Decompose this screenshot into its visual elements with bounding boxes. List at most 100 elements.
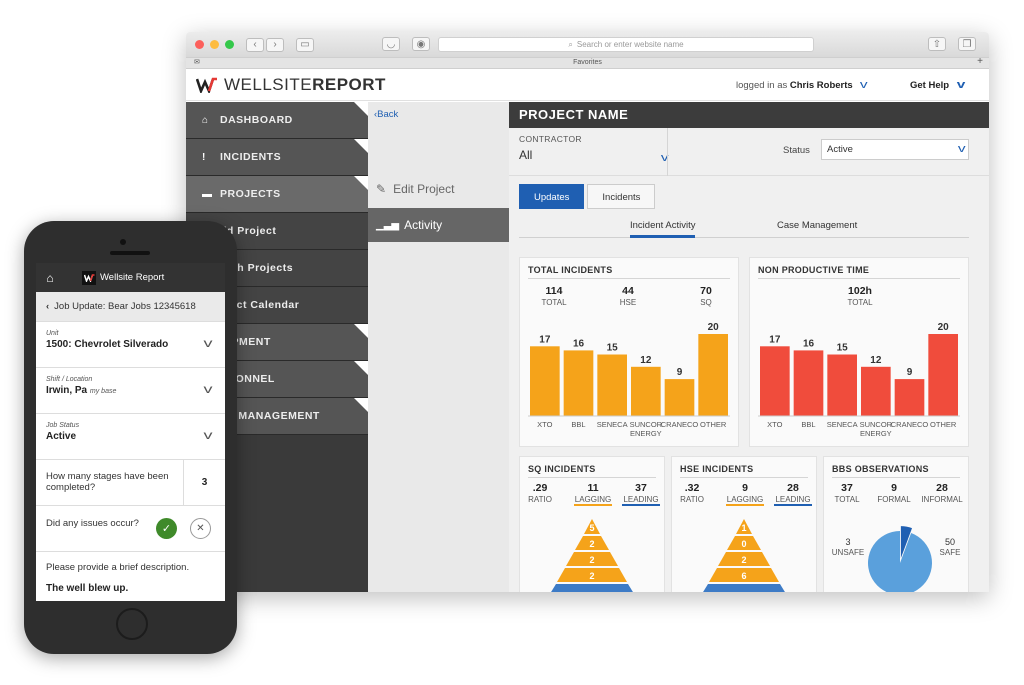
status-select[interactable]: Active v: [821, 139, 969, 160]
stat-value: 37: [841, 482, 853, 494]
tabs-icon[interactable]: ❐: [958, 37, 976, 51]
bar: [597, 354, 627, 416]
description-prompt: Please provide a brief description.: [46, 562, 190, 573]
tab-incidents[interactable]: Incidents: [587, 184, 656, 209]
forward-arrow-icon[interactable]: ›: [266, 37, 284, 52]
close-window-button[interactable]: [195, 40, 204, 49]
share-icon[interactable]: ⇧: [928, 37, 946, 51]
contractor-select[interactable]: CONTRACTOR All v: [519, 134, 668, 164]
bar-value-label: 20: [938, 322, 950, 333]
bar-value-label: 12: [640, 355, 652, 366]
stat-value: 44: [622, 285, 634, 297]
check-icon[interactable]: ✓: [156, 518, 177, 539]
shift-value: Irwin, Pa: [46, 385, 88, 396]
wellsite-logo-icon: [82, 270, 96, 285]
project-subnav: ‹Back ✎ Edit Project ▁▃▅ Activity: [368, 102, 519, 592]
stat-value: .29: [532, 482, 548, 494]
phone-screen: ⌂ Wellsite Report ‹ Job Update: Bear Job…: [36, 263, 225, 601]
exclamation-icon: !: [202, 151, 206, 163]
window-controls: [195, 40, 234, 49]
bar: [760, 346, 790, 416]
stat-label: LAGGING: [726, 495, 764, 506]
maximize-window-button[interactable]: [225, 40, 234, 49]
phone-subheader[interactable]: ‹ Job Update: Bear Jobs 12345618: [36, 292, 225, 322]
category-label: CRANECO: [661, 420, 699, 429]
pie-slice: [900, 526, 913, 559]
new-tab-icon[interactable]: +: [977, 56, 983, 67]
subtab-case-management[interactable]: Case Management: [777, 220, 858, 231]
sidebar-toggle-icon[interactable]: ▭: [296, 37, 314, 52]
category-label: XTO: [537, 420, 552, 429]
home-icon[interactable]: ⌂: [46, 270, 54, 285]
pyramid-value: 2: [589, 539, 594, 549]
pyramid-tier: [584, 519, 600, 534]
subtab-incident-activity[interactable]: Incident Activity: [630, 220, 696, 238]
phone-home-button[interactable]: [116, 608, 148, 640]
unit-field[interactable]: Unit 1500: Chevrolet Silverado v: [36, 322, 225, 368]
stat-leading: 28 LEADING: [774, 482, 812, 506]
hse-incidents-card: HSE INCIDENTS .32 RATIO 9 LAGGING 28 LEADIN…: [671, 456, 817, 592]
category-label: SENECA: [827, 420, 858, 429]
corner-indicator: [354, 102, 368, 116]
get-help-menu[interactable]: Get Help v: [910, 79, 965, 91]
subnav-edit-project[interactable]: ✎ Edit Project: [368, 172, 509, 206]
chevron-left-icon: ‹: [46, 301, 50, 312]
share-sheet-icon[interactable]: ◉: [412, 37, 430, 51]
close-icon[interactable]: ✕: [190, 518, 211, 539]
shift-location-field[interactable]: Shift / Location Irwin, Pa my base v: [36, 368, 225, 414]
back-link[interactable]: ‹Back: [374, 109, 509, 120]
total-incidents-card: TOTAL INCIDENTS 114 TOTAL 44 HSE 70 SQ 17 XT…: [519, 257, 739, 447]
shift-note: my base: [89, 388, 117, 395]
minimize-window-button[interactable]: [210, 40, 219, 49]
favorites-bar: ✉ Favorites +: [186, 57, 989, 69]
bar: [827, 354, 857, 416]
card-title: BBS OBSERVATIONS: [832, 464, 929, 474]
status-value: Active: [827, 144, 853, 155]
subtabs: Incident Activity Case Management: [519, 214, 969, 238]
sidebar-item-projects[interactable]: ▬ PROJECTS: [186, 176, 368, 213]
bbs-observations-card: BBS OBSERVATIONS 37 TOTAL 9 FORMAL 28 INFOR…: [823, 456, 969, 592]
unsafe-value: 3: [845, 537, 850, 547]
pyramid-tier: [727, 536, 761, 550]
app-logo[interactable]: WELLSITEREPORT: [196, 75, 386, 95]
page-title: PROJECT NAME: [509, 102, 989, 128]
pyramid-value: 2: [741, 555, 746, 565]
sidebar-item-dashboard[interactable]: ⌂ DASHBOARD: [186, 102, 368, 139]
category-label: ENERGY: [860, 429, 892, 438]
job-status-field[interactable]: Job Status Active v: [36, 414, 225, 460]
category-label: OTHER: [930, 420, 957, 429]
browser-window: ‹ › ▭ ◡ ◉ ⌕ Search or enter website name…: [186, 32, 989, 592]
bar-value-label: 17: [769, 334, 781, 345]
mail-icon[interactable]: ✉: [194, 59, 200, 66]
card-divider: [528, 477, 656, 478]
folder-icon: ▬: [202, 188, 213, 200]
subnav-activity[interactable]: ▁▃▅ Activity: [368, 208, 519, 242]
wellsite-logo-icon: [196, 77, 217, 93]
sidebar-item-label: arch Projects: [220, 262, 294, 274]
back-arrow-icon[interactable]: ‹: [246, 37, 264, 52]
stat-formal: 9 FORMAL: [874, 482, 914, 504]
stages-answer-input[interactable]: 3: [183, 460, 225, 505]
sidebar-item-label: oject Calendar: [220, 299, 300, 311]
pyramid-value: 0: [741, 539, 746, 549]
phone-app-title: Wellsite Report: [100, 272, 165, 283]
bar-value-label: 9: [907, 367, 913, 378]
category-label: BBL: [801, 420, 815, 429]
pie-slice: [868, 531, 932, 592]
user-menu[interactable]: logged in as Chris Roberts v: [736, 79, 868, 91]
stat-hse: 44 HSE: [608, 285, 648, 307]
sidebar-item-label: dd Project: [220, 225, 277, 237]
sidebar-item-incidents[interactable]: ! INCIDENTS: [186, 139, 368, 176]
pocket-icon[interactable]: ◡: [382, 37, 400, 51]
tab-updates[interactable]: Updates: [519, 184, 585, 209]
safe-value: 50: [945, 537, 955, 547]
card-divider: [758, 278, 960, 279]
address-bar[interactable]: ⌕ Search or enter website name: [438, 37, 814, 52]
issues-question-row: Did any issues occur? ✓ ✕: [36, 506, 225, 552]
subnav-label: Edit Project: [393, 182, 455, 196]
corner-indicator: [354, 398, 368, 412]
description-field[interactable]: Please provide a brief description. The …: [36, 552, 225, 601]
unsafe-label: UNSAFE: [832, 548, 864, 557]
contractor-value: All: [519, 148, 533, 162]
